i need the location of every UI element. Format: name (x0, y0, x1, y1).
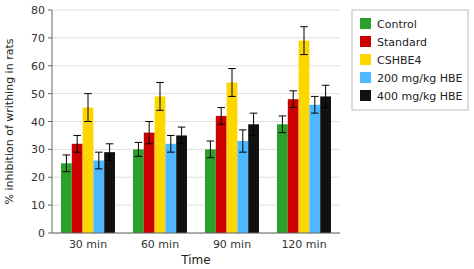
legend-swatch (360, 18, 371, 29)
error-bar (106, 144, 114, 161)
y-tick-label: 50 (31, 88, 45, 101)
error-bar (279, 116, 287, 133)
error-bar (228, 69, 236, 97)
y-tick (48, 121, 52, 122)
bar (320, 96, 331, 233)
legend-label: CSHBE4 (377, 54, 421, 67)
y-tick (48, 37, 52, 38)
error-bar (84, 94, 92, 122)
bar (248, 124, 259, 233)
legend-frame (352, 10, 468, 110)
y-tick (48, 10, 52, 11)
y-tick (48, 93, 52, 94)
chart: 0 10 20 30 40 50 60 70 80 30 min 60 min 90 min 120 m… (0, 0, 474, 269)
bar (155, 96, 166, 233)
grid-line (52, 65, 340, 66)
legend-swatch (360, 90, 371, 101)
y-tick-label: 80 (31, 4, 45, 17)
error-bar (239, 130, 247, 152)
grid-line (52, 233, 340, 234)
legend-swatch (360, 54, 371, 65)
bar (176, 135, 187, 233)
error-bar (311, 96, 319, 113)
y-tick (48, 65, 52, 66)
error-bar (289, 91, 297, 108)
bar (309, 105, 320, 233)
y-tick-label: 60 (31, 60, 45, 73)
grid-line (52, 37, 340, 38)
legend-swatch (360, 72, 371, 83)
bar (93, 161, 104, 233)
bar (288, 99, 299, 233)
legend-label: Standard (377, 36, 427, 49)
error-bar (167, 135, 175, 152)
error-bar (156, 82, 164, 110)
error-bar (217, 108, 225, 125)
bar (216, 116, 227, 233)
bar (104, 152, 115, 233)
error-bar (322, 85, 330, 107)
error-bar (207, 141, 215, 158)
y-tick (48, 149, 52, 150)
x-tick-label: 60 min (141, 238, 179, 251)
x-tick-label: 120 min (281, 238, 326, 251)
y-tick (48, 205, 52, 206)
grid-line (52, 93, 340, 94)
bar (299, 41, 310, 233)
x-axis-line (52, 233, 340, 234)
error-bar (95, 152, 103, 169)
y-tick-label: 40 (31, 116, 45, 129)
y-tick-label: 20 (31, 171, 45, 184)
error-bar (145, 122, 153, 144)
legend-label: 400 mg/kg HBE (377, 90, 463, 103)
bar (61, 163, 72, 233)
x-axis: 30 min 60 min 90 min 120 min (69, 238, 327, 251)
legend-label: 200 mg/kg HBE (377, 72, 463, 85)
y-tick-label: 30 (31, 143, 45, 156)
y-tick (48, 233, 52, 234)
y-axis-line (52, 10, 53, 233)
bar (165, 144, 176, 233)
error-bar (300, 27, 308, 55)
y-tick-label: 10 (31, 199, 45, 212)
legend: Control Standard CSHBE4 200 mg/kg HBE 400 mg… (352, 10, 468, 110)
legend-swatch (360, 36, 371, 47)
bar (277, 124, 288, 233)
bar (144, 133, 155, 233)
y-axis: 0 10 20 30 40 50 60 70 80 (31, 4, 340, 240)
y-tick-label: 0 (38, 227, 45, 240)
bar (72, 144, 83, 233)
y-tick-label: 70 (31, 32, 45, 45)
x-tick-label: 30 min (69, 238, 107, 251)
x-axis-label: Time (180, 253, 210, 267)
y-axis-label: % inhibition of writhing in rats (3, 38, 16, 204)
bar (133, 149, 144, 233)
error-bar (135, 142, 143, 156)
bar (237, 141, 248, 233)
bar (205, 149, 216, 233)
bar (227, 82, 238, 233)
error-bar (178, 127, 186, 144)
error-bar (63, 155, 71, 172)
legend-label: Control (377, 18, 417, 31)
error-bar (73, 135, 81, 152)
y-tick (48, 177, 52, 178)
error-bar (250, 113, 258, 135)
x-tick-label: 90 min (213, 238, 251, 251)
grid-line (52, 10, 340, 11)
bar (83, 108, 94, 233)
bars (61, 27, 331, 233)
